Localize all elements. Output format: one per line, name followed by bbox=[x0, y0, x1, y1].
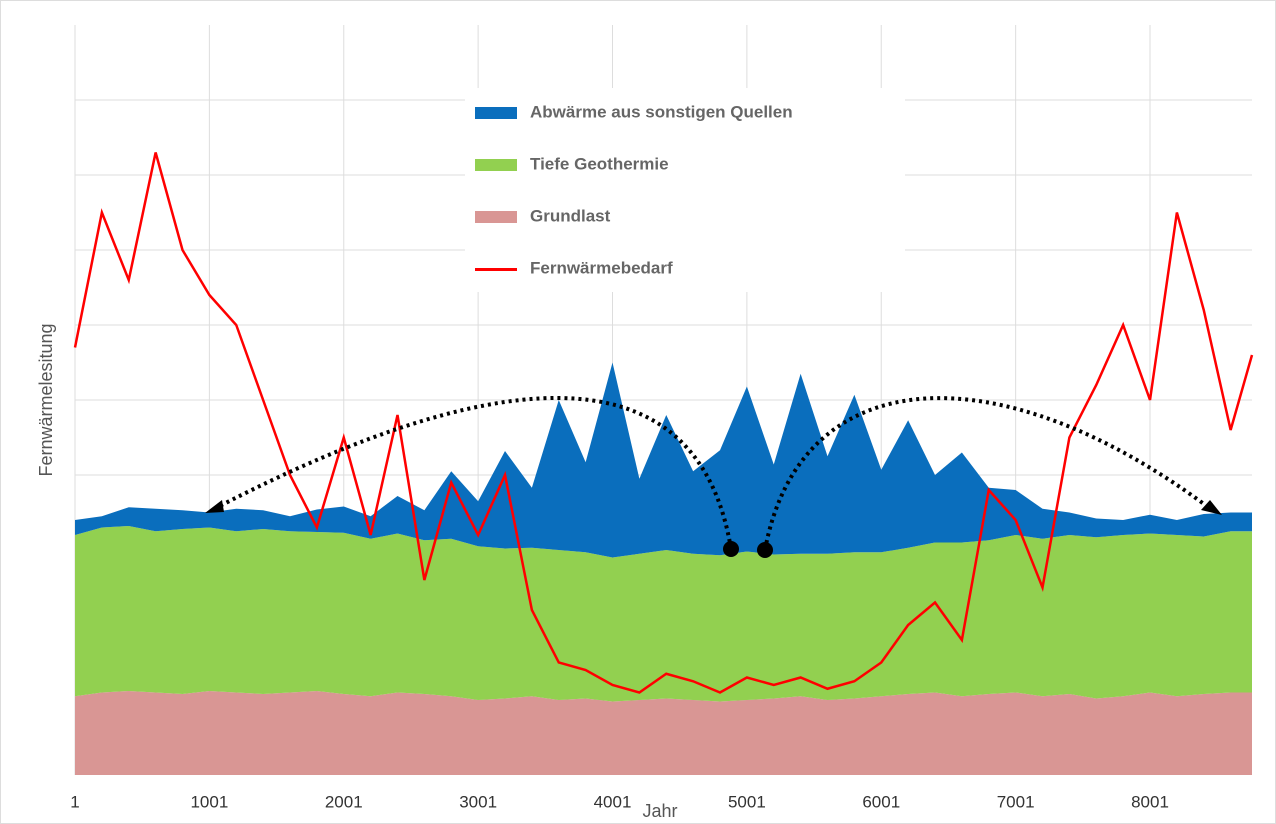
legend-swatch bbox=[475, 107, 517, 119]
arrow-head bbox=[1201, 500, 1222, 515]
annotation-arrows bbox=[211, 396, 1214, 551]
x-axis-label: Jahr bbox=[642, 801, 677, 821]
area bbox=[75, 691, 1252, 775]
legend-swatch bbox=[475, 211, 517, 223]
x-tick-label: 5001 bbox=[728, 792, 766, 811]
arrow-dot bbox=[723, 541, 739, 557]
legend-swatch bbox=[475, 159, 517, 171]
arrow bbox=[763, 396, 1214, 551]
x-tick-label: 3001 bbox=[459, 792, 497, 811]
area bbox=[75, 362, 1252, 558]
legend-swatch bbox=[475, 268, 517, 271]
x-tick-label: 2001 bbox=[325, 792, 363, 811]
line bbox=[73, 152, 1254, 694]
y-axis-label: Fernwärmelesitung bbox=[36, 323, 56, 476]
legend-label: Grundlast bbox=[530, 206, 611, 225]
x-tick-label: 6001 bbox=[862, 792, 900, 811]
x-tick-label: 1001 bbox=[190, 792, 228, 811]
x-tick-label: 1 bbox=[70, 792, 79, 811]
area bbox=[75, 526, 1252, 702]
legend-box bbox=[465, 88, 905, 292]
x-tick-label: 7001 bbox=[997, 792, 1035, 811]
legend-label: Tiefe Geothermie bbox=[530, 154, 669, 173]
legend-label: Fernwärmebedarf bbox=[530, 258, 673, 277]
arrow-head bbox=[205, 500, 224, 513]
x-tick-label: 4001 bbox=[594, 792, 632, 811]
arrow-dot bbox=[757, 542, 773, 558]
legend-label: Abwärme aus sonstigen Quellen bbox=[530, 102, 793, 121]
x-tick-label: 8001 bbox=[1131, 792, 1169, 811]
arrow bbox=[211, 396, 733, 550]
